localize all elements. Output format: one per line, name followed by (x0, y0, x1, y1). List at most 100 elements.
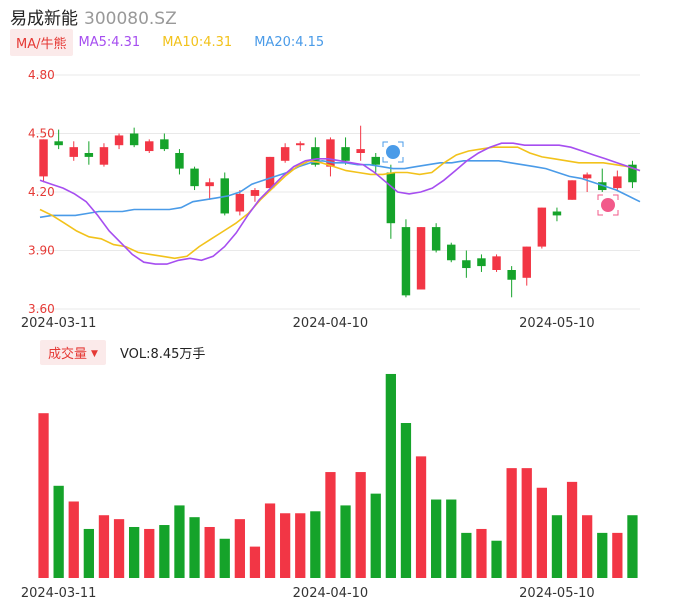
candle-body (235, 193, 245, 212)
volume-bar (295, 513, 306, 578)
candle-body (522, 246, 531, 278)
candle-body (386, 172, 396, 224)
volume-value: VOL:8.45万手 (119, 346, 206, 362)
candle-body (129, 133, 139, 146)
volume-tag-label: 成交量 (48, 346, 88, 362)
volume-bar (476, 528, 487, 578)
candle-body (326, 139, 335, 167)
volume-bar (597, 532, 608, 578)
candlestick-series (39, 125, 637, 298)
candle-body (280, 147, 290, 161)
ma20-label: MA20:4.15 (254, 34, 325, 50)
volume-bar (612, 532, 623, 578)
volume-bar (159, 525, 170, 578)
volume-bar (461, 532, 472, 578)
candle-body (160, 139, 169, 150)
volume-bar (566, 481, 578, 578)
volume-bar (491, 540, 502, 578)
volume-bar (38, 413, 49, 578)
volume-bar (98, 515, 110, 578)
candle-body (341, 147, 350, 161)
price-tick-label: 3.90 (28, 244, 55, 258)
candle-body (69, 147, 78, 157)
volume-bar (340, 505, 351, 578)
candle-body (114, 135, 124, 146)
bear-signal-icon-dot (386, 145, 400, 159)
volume-indicator-selector[interactable]: 成交量 ▼ (40, 339, 106, 365)
bear-signal-icon-frame (382, 141, 404, 163)
price-axis: 4.80 4.50 4.20 3.90 3.60 (28, 68, 55, 316)
candle-body (477, 258, 486, 267)
volume-bar (355, 472, 366, 578)
bull-signal-icon-dot (601, 198, 615, 212)
volume-bar (582, 515, 593, 578)
volume-bar (536, 487, 547, 578)
volume-bar (249, 546, 261, 578)
candle-body (296, 143, 305, 146)
ma5-label: MA5:4.31 (78, 34, 141, 50)
date-tick-label: 2024-05-10 (519, 586, 595, 601)
volume-bar (264, 503, 276, 578)
candle-body (84, 153, 94, 157)
candle-body (401, 227, 411, 296)
price-tick-label: 4.50 (28, 127, 55, 141)
candle-body (537, 207, 547, 247)
candle-body (145, 141, 154, 152)
candle-body (371, 156, 380, 165)
candle-body (99, 147, 109, 165)
candle-body (311, 147, 320, 165)
volume-bars (38, 373, 638, 578)
date-tick-label: 2024-03-11 (21, 586, 97, 601)
volume-bar (189, 517, 200, 578)
candle-body (54, 141, 63, 146)
ma20-line (39, 159, 641, 219)
candle-body (205, 182, 214, 187)
date-tick-label: 2024-05-10 (519, 316, 595, 331)
candle-body (567, 180, 577, 200)
volume-bar (370, 493, 381, 578)
candle-body (613, 176, 622, 189)
stock-code: 300080.SZ (84, 9, 177, 29)
date-tick-label: 2024-04-10 (293, 586, 369, 601)
bull-signal-icon-frame (597, 194, 619, 216)
candle-body (507, 270, 516, 280)
volume-bar (415, 456, 427, 578)
volume-bar (506, 468, 517, 578)
price-grid (36, 74, 640, 310)
volume-bar (68, 501, 79, 578)
volume-bar (174, 505, 185, 578)
volume-bar (129, 526, 140, 578)
date-axis-top: 2024-03-11 2024-04-10 2024-05-10 (21, 316, 595, 331)
volume-bar (385, 373, 396, 578)
candle-body (628, 164, 637, 183)
ma5-line (39, 142, 641, 265)
ma10-line (39, 146, 641, 260)
volume-bar (219, 538, 230, 578)
candle-body (190, 168, 199, 187)
volume-bar (446, 499, 457, 578)
volume-bar (627, 515, 638, 578)
stock-title: 易成新能 300080.SZ (10, 4, 177, 29)
candle-body (431, 227, 441, 251)
bull-signal-icon (597, 194, 619, 216)
candle-body (416, 227, 426, 290)
ma10-label: MA10:4.31 (162, 34, 233, 50)
candle-body (356, 149, 365, 153)
volume-bar (400, 423, 412, 578)
ma-indicator-selector[interactable]: MA/牛熊 (10, 28, 73, 56)
bear-signal-icon (382, 141, 404, 163)
candle-body (39, 139, 48, 177)
candle-body (552, 211, 562, 216)
ma-legend: MA/牛熊 MA5:4.31 MA10:4.31 MA20:4.15 (10, 28, 346, 56)
caret-down-icon: ▼ (91, 349, 98, 359)
candle-body (582, 174, 592, 179)
candle-body (447, 244, 456, 261)
date-tick-label: 2024-04-10 (293, 316, 369, 331)
stock-name: 易成新能 (10, 9, 78, 29)
signal-markers (382, 141, 619, 216)
volume-bar (53, 485, 64, 578)
candle-body (250, 190, 260, 196)
volume-bar (144, 528, 155, 578)
candle-body (175, 153, 184, 169)
